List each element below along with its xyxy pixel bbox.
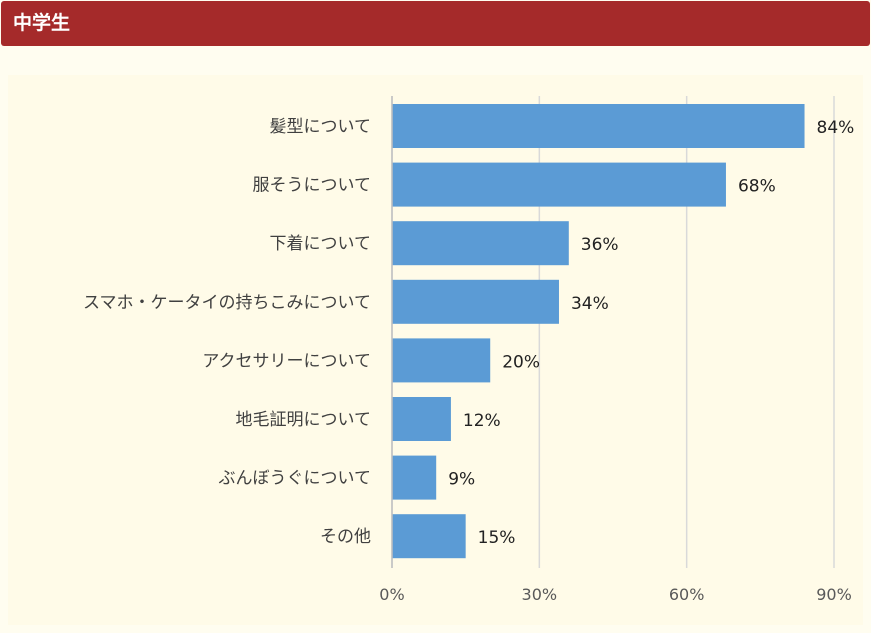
category-label: アクセサリーについて [202,351,371,371]
data-label: 9% [448,470,475,490]
data-label: 84% [817,118,855,138]
category-label: 下着について [270,234,372,254]
category-label: 髪型について [270,117,372,137]
section-title: 中学生 [13,12,71,34]
bar-0 [392,104,805,148]
category-label: 地毛証明について [236,410,372,430]
data-label: 36% [581,235,619,255]
data-label: 20% [502,352,540,372]
data-label: 15% [478,528,516,548]
bar-4 [392,338,491,383]
bar-7 [392,514,466,559]
bar-5 [392,397,451,441]
data-label: 34% [571,294,609,314]
data-label: 68% [738,177,776,197]
x-tick-label: 90% [816,585,852,604]
bar-2 [392,221,569,266]
category-label: その他 [320,527,371,547]
section-header: 中学生 [1,1,870,46]
x-tick-label: 60% [669,585,705,604]
bar-6 [392,455,437,500]
x-tick-label: 30% [522,585,558,604]
bar-3 [392,279,559,324]
category-label: スマホ・ケータイの持ちこみについて [83,293,371,313]
x-tick-label: 0% [379,585,404,604]
data-label: 12% [463,411,501,431]
category-label: 服そうについて [253,176,372,196]
bar-1 [392,162,726,207]
category-label: ぶんぼうぐについて [219,469,372,489]
